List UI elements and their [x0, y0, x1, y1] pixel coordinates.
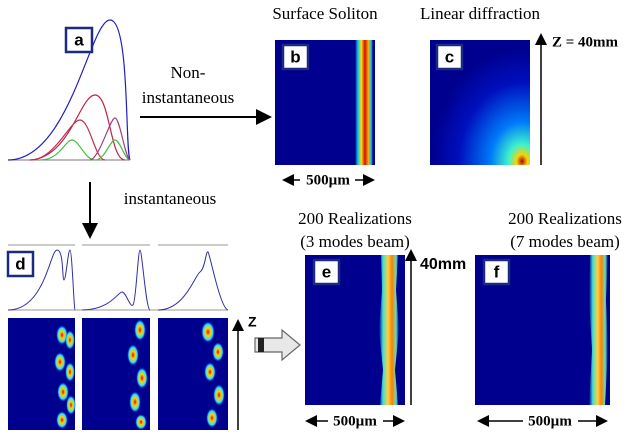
- panel-c: Linear diffraction c Z = 40mm: [420, 4, 619, 165]
- curve: [29, 94, 126, 161]
- label-box: [6, 250, 35, 278]
- scale-label: 500µm: [528, 413, 572, 429]
- z-label: Z: [248, 314, 257, 330]
- panel-label: c: [445, 47, 454, 66]
- z-label: Z = 40mm: [552, 34, 619, 50]
- panel-f: 200 Realizations (7 modes beam) f 500µm: [475, 209, 622, 429]
- panel-label: e: [322, 262, 331, 281]
- panel-d: d Z: [6, 244, 257, 430]
- curve: [39, 139, 131, 161]
- soliton: [379, 255, 399, 405]
- label-box: [281, 43, 310, 71]
- filaments: [54, 319, 225, 430]
- curve: [81, 249, 151, 311]
- panel-b: Surface Soliton b 500µm: [272, 4, 378, 189]
- arrow-label: instantaneous: [124, 189, 217, 208]
- soliton: [589, 255, 608, 405]
- label-box: [435, 43, 464, 71]
- label-box: [312, 258, 341, 286]
- soliton: [355, 40, 373, 165]
- scale-label: 500µm: [333, 413, 377, 429]
- arrow-label: instantaneous: [142, 88, 235, 107]
- panel-title: 200 Realizations: [508, 209, 622, 228]
- label-box: [482, 258, 511, 286]
- panel-title: (3 modes beam): [300, 232, 410, 251]
- panel-e: 200 Realizations (3 modes beam) e 40mm 5…: [298, 209, 466, 430]
- diffraction: [430, 40, 530, 165]
- panel-title: (7 modes beam): [510, 232, 620, 251]
- scale-label: 500µm: [306, 172, 350, 188]
- z-label: 40mm: [420, 256, 466, 273]
- curve: [7, 249, 76, 311]
- curve: [29, 119, 106, 161]
- image: [158, 318, 228, 430]
- panel-label: f: [494, 262, 500, 281]
- panel-label: a: [74, 30, 84, 49]
- label-box: [64, 26, 94, 54]
- panel-title: Surface Soliton: [272, 4, 378, 23]
- arrow-tail: [258, 338, 264, 352]
- panel-label: b: [290, 47, 300, 66]
- curve: [7, 19, 131, 161]
- arrow-label: Non-: [171, 63, 206, 82]
- panel-title: 200 Realizations: [298, 209, 412, 228]
- curve: [157, 251, 229, 311]
- panel-a: a: [7, 19, 131, 161]
- panel-label: d: [15, 254, 25, 273]
- curve: [89, 117, 131, 161]
- panel-title: Linear diffraction: [420, 4, 541, 23]
